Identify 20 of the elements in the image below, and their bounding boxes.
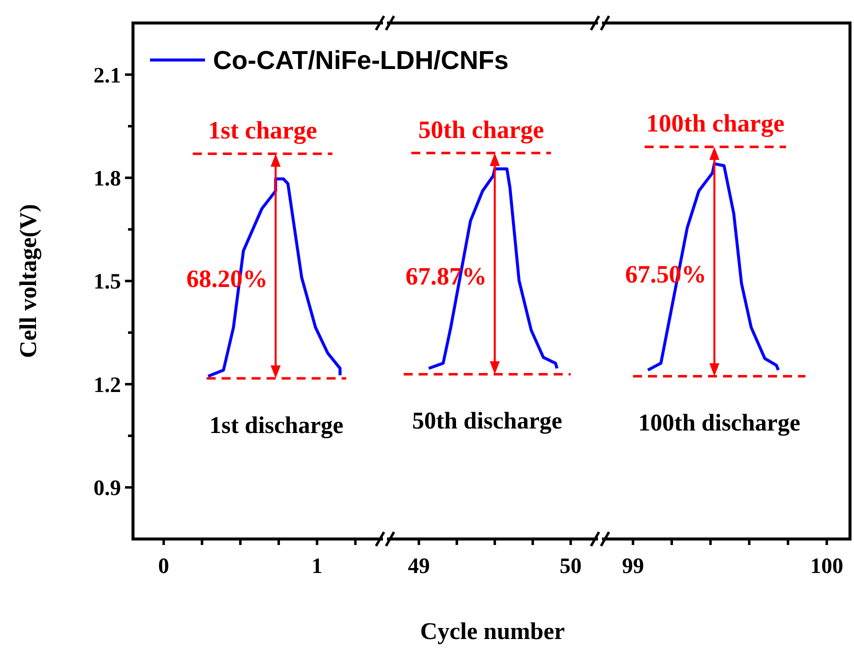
x-tick-label: 99 xyxy=(622,553,644,578)
annotation: 100th discharge xyxy=(638,410,801,437)
legend-label: Co-CAT/NiFe-LDH/CNFs xyxy=(213,45,509,76)
x-tick-label: 1 xyxy=(312,553,323,578)
annotation: 1st charge xyxy=(208,117,318,144)
y-tick-label: 2.1 xyxy=(94,62,121,88)
annotation: 50th discharge xyxy=(412,408,563,435)
annotation: 100th charge xyxy=(646,110,784,138)
x-tick-label: 100 xyxy=(810,553,844,578)
y-tick-label: 1.5 xyxy=(94,268,121,294)
x-tick-label: 0 xyxy=(158,553,170,578)
annotation: 50th charge xyxy=(418,116,544,144)
x-axis-title: Cycle number xyxy=(420,619,566,645)
x-tick-label: 49 xyxy=(408,553,430,578)
annotation: 1st discharge xyxy=(209,412,344,439)
x-tick-label: 50 xyxy=(560,553,582,578)
y-tick-label: 0.9 xyxy=(94,475,121,500)
y-tick-label: 1.2 xyxy=(94,372,121,397)
y-axis-title: Cell voltage(V) xyxy=(16,204,42,358)
y-tick-label: 1.8 xyxy=(94,166,121,190)
